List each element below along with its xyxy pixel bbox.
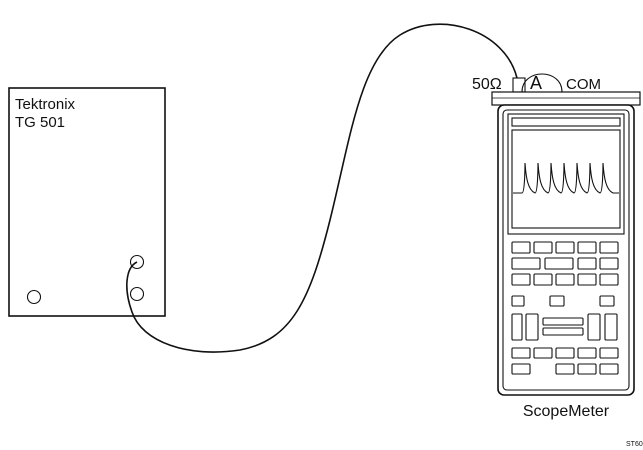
key[interactable] xyxy=(511,257,541,270)
key[interactable] xyxy=(544,257,574,270)
scopemeter-label: ScopeMeter xyxy=(523,403,610,420)
key[interactable] xyxy=(577,273,597,286)
generator-model: TG 501 xyxy=(15,114,65,131)
display-screen xyxy=(511,129,621,229)
key[interactable] xyxy=(599,295,615,307)
key[interactable] xyxy=(577,241,597,254)
key[interactable] xyxy=(599,347,619,359)
key[interactable] xyxy=(511,347,531,359)
key[interactable] xyxy=(577,347,597,359)
key[interactable] xyxy=(577,363,597,375)
key[interactable] xyxy=(555,273,575,286)
key[interactable] xyxy=(533,273,553,286)
scopemeter-inner-panel xyxy=(502,109,630,391)
key[interactable] xyxy=(604,313,618,341)
keypad xyxy=(511,241,619,375)
key[interactable] xyxy=(511,363,531,375)
key[interactable] xyxy=(511,273,531,286)
key[interactable] xyxy=(511,241,531,254)
key[interactable] xyxy=(599,273,619,286)
key[interactable] xyxy=(587,313,601,341)
generator-brand: Tektronix xyxy=(15,96,76,113)
generator-connector-left xyxy=(26,289,42,305)
display-bezel xyxy=(507,113,625,235)
key[interactable] xyxy=(525,313,539,341)
key[interactable] xyxy=(533,241,553,254)
generator-housing xyxy=(8,87,166,317)
key[interactable] xyxy=(555,363,575,375)
display-header xyxy=(511,117,621,127)
key[interactable] xyxy=(542,327,584,336)
key[interactable] xyxy=(511,295,525,307)
key[interactable] xyxy=(555,241,575,254)
key[interactable] xyxy=(511,313,523,341)
key[interactable] xyxy=(599,363,619,375)
generator-output-connector[interactable] xyxy=(129,254,145,270)
generator-connector-right xyxy=(129,286,145,302)
input-impedance-label: 50Ω xyxy=(472,76,502,93)
scopemeter: 50Ω A COM xyxy=(472,73,641,420)
com-connector-hood xyxy=(521,73,563,93)
waveform-trace xyxy=(513,162,619,194)
scopemeter-top-bar xyxy=(491,91,641,106)
key[interactable] xyxy=(599,241,619,254)
key[interactable] xyxy=(555,347,575,359)
figure-code: ST60 xyxy=(626,441,643,448)
com-label: COM xyxy=(566,76,601,93)
key[interactable] xyxy=(549,295,565,307)
coax-cable[interactable] xyxy=(126,23,518,353)
channel-a-label: A xyxy=(530,73,542,93)
key[interactable] xyxy=(577,257,597,270)
key[interactable] xyxy=(599,257,619,270)
key[interactable] xyxy=(533,347,553,359)
tg501-generator: Tektronix TG 501 xyxy=(8,87,166,317)
key[interactable] xyxy=(542,317,584,326)
